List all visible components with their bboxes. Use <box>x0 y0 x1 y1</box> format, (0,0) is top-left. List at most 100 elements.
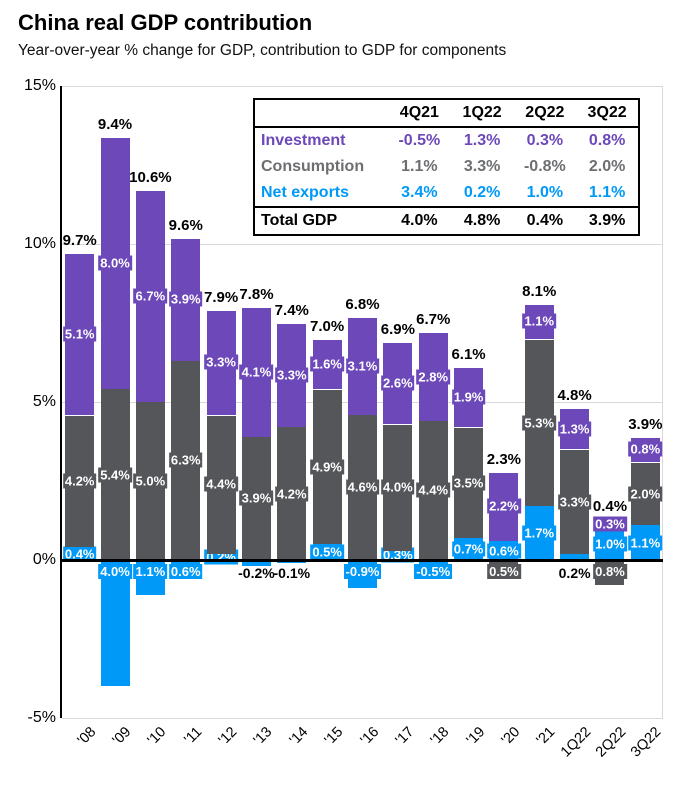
segment-value-label: 3.9% <box>168 291 203 307</box>
y-tick-label: 0% <box>32 551 56 568</box>
inset-table-header-row: 4Q21 1Q22 2Q22 3Q22 <box>254 99 639 128</box>
inset-value-cell: 0.3% <box>526 132 564 149</box>
inset-value-cell: -0.8% <box>523 158 566 175</box>
total-gdp-label: 7.8% <box>239 286 274 304</box>
total-gdp-label: 0.4% <box>592 497 628 515</box>
chart-subtitle: Year-over-year % change for GDP, contrib… <box>18 42 507 59</box>
bar-segment-consumption-16: 4.6% <box>345 414 380 560</box>
y-axis-line <box>60 86 62 718</box>
bar-segment-consumption-3Q22: 2.0% <box>628 462 663 526</box>
inset-table-column-header: 4Q21 <box>388 99 451 128</box>
segment-value-label: 3.1% <box>345 358 380 374</box>
zero-axis-line <box>62 559 663 562</box>
segment-value-label: 3.3% <box>557 494 592 510</box>
inset-row-label: Total GDP <box>254 206 388 235</box>
bar-segment-netexports-3Q22: 1.1% <box>628 525 663 560</box>
inset-value-cell: 0.8% <box>588 132 626 149</box>
y-tick-label: 10% <box>23 235 56 252</box>
inset-value-cell: 1.1% <box>401 158 438 175</box>
inset-value-cell: 4.8% <box>450 206 514 235</box>
total-gdp-label: 9.7% <box>62 232 97 250</box>
total-gdp-label: 6.8% <box>345 295 380 313</box>
segment-value-label: 5.0% <box>133 473 168 489</box>
inset-data-table: 4Q21 1Q22 2Q22 3Q22 Investment -0.5% 1.3% 0.3% 0… <box>253 98 640 236</box>
bar-segment-investment-21: 1.1% <box>522 304 557 339</box>
bar-segment-consumption-09: 5.4% <box>98 389 132 560</box>
inset-row-label: Net exports <box>261 184 350 201</box>
segment-value-label: 5.3% <box>522 415 557 431</box>
bar-segment-netexports-21: 1.7% <box>522 506 557 560</box>
segment-value-label-outside: -0.1% <box>273 565 311 581</box>
segment-value-label: 4.4% <box>204 476 238 492</box>
segment-value-label: 0.5% <box>310 544 344 560</box>
bar-segment-investment-11: 3.9% <box>168 237 203 361</box>
inset-table-row-netexports: Net exports 3.4% 0.2% 1.0% 1.1% <box>254 180 639 207</box>
total-gdp-label: 2.3% <box>486 450 522 468</box>
inset-value-cell: 1.3% <box>463 132 501 149</box>
bar-segment-investment-10: 6.7% <box>133 190 168 402</box>
segment-value-label: 3.9% <box>239 490 274 506</box>
segment-value-label-outside: 0.2% <box>558 565 591 581</box>
segment-value-label: 1.3% <box>557 421 592 437</box>
segment-value-label: 2.0% <box>628 486 663 502</box>
segment-value-label: 0.8% <box>628 441 663 457</box>
bar-segment-netexports-1Q22 <box>560 553 590 560</box>
bar-segment-investment-1Q22: 1.3% <box>557 408 592 450</box>
segment-value-label: 5.1% <box>62 326 97 342</box>
segment-value-label: 3.3% <box>204 354 238 370</box>
segment-value-label: 0.3% <box>593 516 627 532</box>
segment-value-label: 0.5% <box>487 564 521 579</box>
inset-value-cell: 4.0% <box>388 206 451 235</box>
inset-table-column-header: 3Q22 <box>576 99 639 128</box>
total-gdp-label: 9.6% <box>168 216 203 234</box>
bar-segment-consumption-11: 6.3% <box>168 360 203 560</box>
bar-segment-consumption-19: 3.5% <box>451 427 486 538</box>
inset-value-cell: 1.1% <box>588 184 626 201</box>
bar-segment-consumption-15: 4.9% <box>310 389 344 545</box>
bar-segment-netexports-18: -0.5% <box>414 560 453 579</box>
bar-segment-netexports-20: 0.6% <box>487 541 521 560</box>
inset-value-cell: 1.0% <box>526 184 564 201</box>
bar-segment-investment-2Q22: 0.3% <box>593 516 627 532</box>
segment-value-label: 6.3% <box>168 452 203 468</box>
bar-segment-investment-09: 8.0% <box>98 136 132 390</box>
segment-value-label: 2.6% <box>381 375 415 391</box>
bar-segment-investment-19: 1.9% <box>451 367 486 428</box>
segment-value-label: 4.0% <box>381 479 415 495</box>
segment-value-label: 0.6% <box>168 564 203 579</box>
segment-value-label: 3.3% <box>274 367 309 383</box>
y-tick-label: 5% <box>32 393 56 410</box>
bar-segment-investment-20: 2.2% <box>487 471 521 542</box>
bar-segment-consumption-17: 4.0% <box>381 424 415 551</box>
y-tick-label: -5% <box>27 709 56 726</box>
segment-value-label: 2.8% <box>416 369 451 385</box>
segment-value-label: 1.6% <box>310 356 344 372</box>
bar-segment-netexports-2Q22: 1.0% <box>593 528 627 560</box>
bar-segment-investment-13: 4.1% <box>239 307 274 437</box>
inset-table-row-consumption: Consumption 1.1% 3.3% -0.8% 2.0% <box>254 154 639 180</box>
segment-value-label: 0.4% <box>62 546 97 562</box>
segment-value-label: 0.7% <box>451 541 486 557</box>
segment-value-label: 6.7% <box>133 288 168 304</box>
segment-value-label: 4.0% <box>98 564 132 579</box>
total-gdp-label: 6.9% <box>380 320 415 338</box>
inset-table-column-header: 2Q22 <box>513 99 577 128</box>
inset-table-row-total: Total GDP 4.0% 4.8% 0.4% 3.9% <box>254 206 639 235</box>
inset-value-cell: 0.2% <box>463 184 501 201</box>
bar-segment-netexports-11: 0.6% <box>168 560 203 579</box>
bar-segment-investment-12: 3.3% <box>204 310 238 415</box>
gridline-10% <box>62 244 663 245</box>
bar-segment-netexports-16: -0.9% <box>343 560 382 589</box>
segment-value-label: 1.1% <box>522 313 557 329</box>
inset-row-label: Consumption <box>261 158 365 175</box>
total-gdp-label: 9.4% <box>97 115 133 133</box>
segment-value-label-outside: -0.2% <box>238 565 275 581</box>
segment-value-label: 1.7% <box>522 525 557 541</box>
bar-segment-consumption-21: 5.3% <box>522 338 557 507</box>
bar-segment-consumption-10: 5.0% <box>133 402 168 560</box>
segment-value-label: 2.2% <box>487 498 521 514</box>
bar-segment-netexports-10: 1.1% <box>133 560 168 595</box>
plot-area: 0.4% 4.2% 5.1% 9.7% 4.0% 5.4% 8.0% 9.4% 1.1% 5.0%… <box>60 86 663 719</box>
bar-segment-investment-15: 1.6% <box>310 338 344 390</box>
